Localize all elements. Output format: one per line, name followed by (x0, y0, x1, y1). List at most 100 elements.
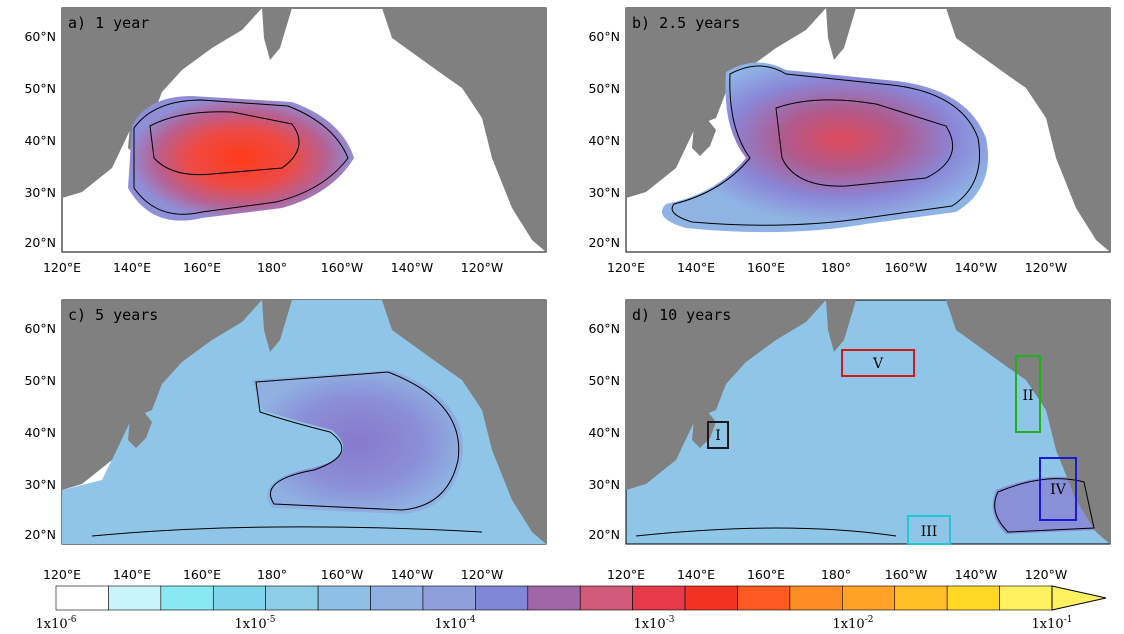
lon-tick: 120°W (461, 260, 503, 275)
asia-landmass (62, 8, 262, 198)
panel-label: b) 2.5 years (632, 14, 740, 32)
lon-tick: 180° (257, 260, 287, 275)
colorbar-swatch (842, 585, 896, 611)
panel-c: c) 5 years (61, 299, 547, 545)
colorbar-swatch (212, 585, 266, 611)
lon-tick: 140°W (955, 567, 997, 582)
lat-tick: 60°N (588, 321, 620, 336)
contour-line (775, 99, 954, 187)
land (626, 8, 1110, 252)
lat-tick: 30°N (588, 185, 620, 200)
region-box-v: V (841, 349, 915, 377)
asia-landmass (626, 8, 826, 198)
lon-tick: 140°E (677, 260, 715, 275)
tracer-core (252, 370, 464, 514)
colorbar-label: 1x10-1 (1032, 615, 1073, 632)
panel-d: I II III IV V d) 10 years (625, 299, 1111, 545)
land (626, 300, 1110, 544)
colorbar-swatch (999, 585, 1053, 611)
lon-tick: 160°W (885, 260, 927, 275)
region-rect (841, 349, 915, 377)
lon-tick: 140°E (113, 260, 151, 275)
panel-b: b) 2.5 years (625, 7, 1111, 253)
colorbar-swatch (737, 585, 791, 611)
lat-tick: 20°N (24, 527, 56, 542)
lat-tick: 40°N (24, 425, 56, 440)
region-box-ii: II (1015, 355, 1041, 433)
kamchatka (826, 8, 856, 60)
lat-tick: 50°N (24, 81, 56, 96)
lon-tick: 160°E (747, 567, 785, 582)
lon-axis-panel-a: 120°E 140°E 160°E 180° 160°W 140°W 120°W (43, 260, 503, 275)
lon-tick: 140°W (955, 260, 997, 275)
japan (128, 412, 152, 448)
lat-tick: 20°N (588, 235, 620, 250)
lat-tick: 40°N (588, 425, 620, 440)
lat-tick: 50°N (588, 373, 620, 388)
lon-tick: 120°W (1025, 260, 1067, 275)
lat-tick: 50°N (24, 373, 56, 388)
lat-tick: 40°N (24, 133, 56, 148)
colorbar-labels: 1x10-6 1x10-5 1x10-4 1x10-3 1x10-2 1x10-… (36, 615, 1073, 632)
lon-axis-panel-b: 120°E 140°E 160°E 180° 160°W 140°W 120°W (607, 260, 1067, 275)
colorbar-swatch (317, 585, 371, 611)
colorbar-label: 1x10-3 (634, 615, 675, 632)
lon-tick: 180° (821, 567, 851, 582)
asia-landmass (626, 300, 826, 490)
lon-tick: 140°W (391, 260, 433, 275)
colorbar-swatch (55, 585, 109, 611)
lon-tick: 120°E (607, 567, 645, 582)
contour-line (133, 99, 349, 215)
lon-tick: 160°W (321, 260, 363, 275)
colorbar-swatches (55, 585, 1053, 611)
region-rect (707, 421, 729, 449)
lon-tick: 180° (821, 260, 851, 275)
lon-tick: 140°E (677, 567, 715, 582)
kamchatka (826, 300, 856, 352)
contour-line (91, 526, 483, 537)
lat-axis-panel-d: 60°N 50°N 40°N 30°N 20°N (588, 321, 620, 542)
tracer-plume (128, 96, 354, 221)
lat-tick: 60°N (588, 29, 620, 44)
kamchatka (262, 300, 292, 352)
colorbar-swatch (265, 585, 319, 611)
lat-tick: 50°N (588, 81, 620, 96)
colorbar-swatch (108, 585, 162, 611)
region-label: III (921, 524, 938, 540)
japan (692, 120, 716, 156)
north-america (382, 8, 546, 252)
lon-tick: 140°E (113, 567, 151, 582)
region-rect (907, 515, 951, 545)
contour-line (635, 527, 897, 537)
region-label: I (715, 428, 721, 444)
lon-tick: 160°E (747, 260, 785, 275)
colorbar-swatch (527, 585, 581, 611)
region-box-iv: IV (1039, 457, 1077, 521)
lon-tick: 160°W (885, 567, 927, 582)
colorbar-swatch (370, 585, 424, 611)
colorbar-swatch (789, 585, 843, 611)
north-america (382, 300, 546, 544)
colorbar-swatch (632, 585, 686, 611)
colorbar-arrow (1051, 585, 1107, 611)
region-box-i: I (707, 421, 729, 449)
region-label: V (872, 356, 884, 372)
lon-tick: 160°W (321, 567, 363, 582)
colorbar-swatch (422, 585, 476, 611)
region-rect (1039, 457, 1077, 521)
lat-axis-panel-a: 60°N 50°N 40°N 30°N 20°N (24, 29, 56, 250)
lat-tick: 60°N (24, 29, 56, 44)
tracer-plume (661, 62, 988, 233)
colorbar-label: 1x10-4 (435, 615, 476, 632)
lat-axis-panel-b: 60°N 50°N 40°N 30°N 20°N (588, 29, 620, 250)
lon-tick: 180° (257, 567, 287, 582)
lat-tick: 30°N (588, 477, 620, 492)
asia-landmass (62, 300, 262, 490)
contour-line (994, 478, 1095, 533)
lat-tick: 20°N (24, 235, 56, 250)
lat-axis-panel-c: 60°N 50°N 40°N 30°N 20°N (24, 321, 56, 542)
lon-tick: 120°W (461, 567, 503, 582)
region-box-iii: III (907, 515, 951, 545)
panel-a: a) 1 year (61, 7, 547, 253)
